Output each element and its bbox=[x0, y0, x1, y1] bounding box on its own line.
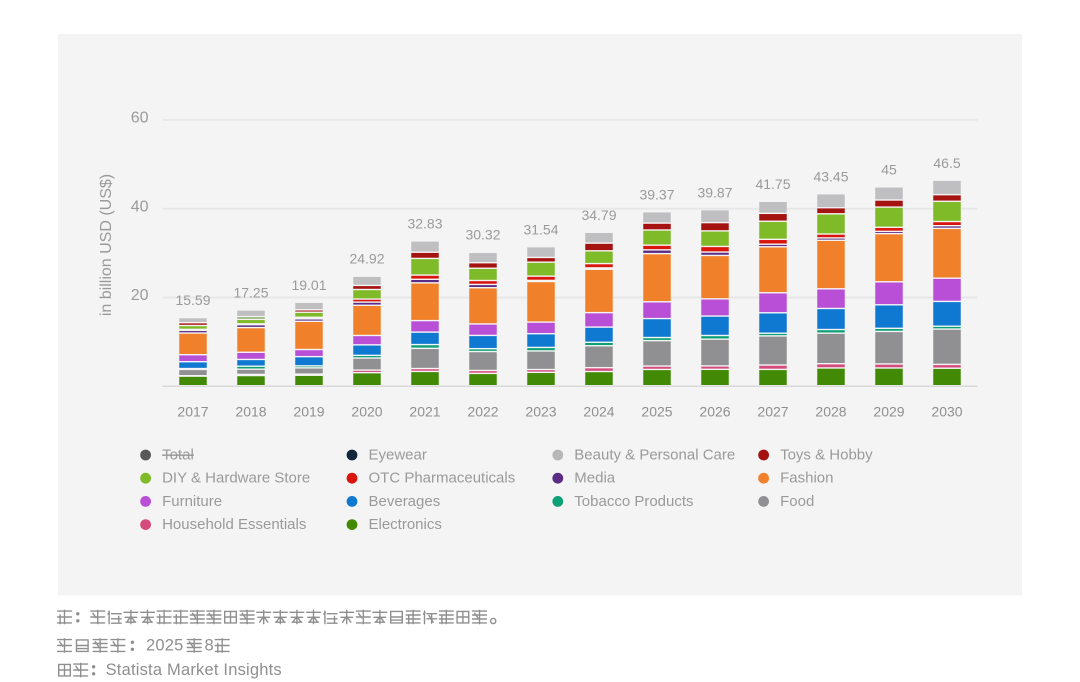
svg-text:20: 20 bbox=[131, 287, 149, 304]
svg-text:2026: 2026 bbox=[699, 404, 730, 420]
svg-text:Beverages: Beverages bbox=[369, 493, 441, 510]
svg-text:2021: 2021 bbox=[409, 404, 440, 420]
svg-text:Media: Media bbox=[574, 470, 616, 487]
svg-text:17.25: 17.25 bbox=[233, 285, 268, 301]
svg-text:45: 45 bbox=[881, 162, 897, 178]
svg-text:in billion USD (US$): in billion USD (US$) bbox=[98, 174, 115, 316]
svg-text:Eyewear: Eyewear bbox=[369, 447, 427, 464]
svg-text:8: 8 bbox=[205, 637, 214, 655]
svg-text:OTC Pharmaceuticals: OTC Pharmaceuticals bbox=[369, 470, 516, 487]
svg-text:43.45: 43.45 bbox=[813, 168, 848, 184]
svg-text:15.59: 15.59 bbox=[175, 292, 210, 308]
svg-text:Food: Food bbox=[780, 493, 814, 510]
svg-text:39.87: 39.87 bbox=[697, 184, 732, 200]
svg-text:34.79: 34.79 bbox=[581, 207, 616, 223]
svg-text:2018: 2018 bbox=[235, 404, 266, 420]
svg-text:DIY & Hardware Store: DIY & Hardware Store bbox=[162, 470, 310, 487]
svg-text:32.83: 32.83 bbox=[407, 216, 442, 232]
svg-text:2025: 2025 bbox=[641, 404, 672, 420]
svg-text:19.01: 19.01 bbox=[291, 277, 326, 293]
svg-text:39.37: 39.37 bbox=[639, 187, 674, 203]
svg-text:60: 60 bbox=[131, 110, 149, 127]
svg-text:40: 40 bbox=[131, 198, 149, 215]
svg-text:31.54: 31.54 bbox=[523, 221, 558, 237]
svg-text:2019: 2019 bbox=[293, 404, 324, 420]
svg-text:2029: 2029 bbox=[873, 404, 904, 420]
svg-text:Fashion: Fashion bbox=[780, 470, 833, 487]
svg-text:2020: 2020 bbox=[351, 404, 382, 420]
svg-text:Household Essentials: Household Essentials bbox=[162, 516, 306, 533]
svg-text:41.75: 41.75 bbox=[755, 176, 790, 192]
svg-text:2023: 2023 bbox=[525, 404, 556, 420]
svg-text:30.32: 30.32 bbox=[465, 227, 500, 243]
svg-text:46.5: 46.5 bbox=[933, 155, 960, 171]
svg-text:Beauty & Personal Care: Beauty & Personal Care bbox=[574, 447, 735, 464]
svg-text:Furniture: Furniture bbox=[162, 493, 222, 510]
svg-text:2017: 2017 bbox=[177, 404, 208, 420]
svg-text:2030: 2030 bbox=[931, 404, 962, 420]
svg-text:24.92: 24.92 bbox=[349, 251, 384, 267]
svg-text:2024: 2024 bbox=[583, 404, 614, 420]
svg-text:2025: 2025 bbox=[146, 637, 184, 655]
svg-text:Toys & Hobby: Toys & Hobby bbox=[780, 447, 873, 464]
svg-text:2022: 2022 bbox=[467, 404, 498, 420]
svg-text:2027: 2027 bbox=[757, 404, 788, 420]
svg-text:2028: 2028 bbox=[815, 404, 846, 420]
svg-text:Electronics: Electronics bbox=[369, 516, 442, 533]
svg-text:Statista Market Insights: Statista Market Insights bbox=[106, 661, 282, 679]
svg-text:Tobacco Products: Tobacco Products bbox=[574, 493, 693, 510]
svg-text:Total: Total bbox=[162, 447, 194, 464]
